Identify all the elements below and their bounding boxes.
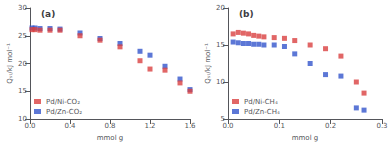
svg-text:(b): (b) (239, 9, 254, 19)
svg-text:20: 20 (216, 4, 225, 12)
svg-text:0.2: 0.2 (325, 122, 336, 130)
svg-text:mmol g: mmol g (292, 134, 319, 142)
svg-text:Pd/Ni-CH₄: Pd/Ni-CH₄ (244, 98, 278, 106)
svg-text:1.6: 1.6 (184, 122, 196, 130)
svg-text:Qₛₜ/kJ mol⁻¹: Qₛₜ/kJ mol⁻¹ (204, 43, 212, 84)
svg-text:0.1: 0.1 (274, 122, 285, 130)
svg-text:15: 15 (216, 41, 225, 49)
svg-text:15: 15 (18, 87, 27, 95)
svg-text:Pd/Zn-CO₂: Pd/Zn-CO₂ (46, 108, 82, 116)
svg-text:25: 25 (18, 32, 27, 40)
svg-text:Pd/Ni-CO₂: Pd/Ni-CO₂ (46, 98, 80, 106)
svg-text:Pd/Zn-CH₄: Pd/Zn-CH₄ (244, 108, 280, 116)
svg-text:Qₛₜ/kJ mol⁻¹: Qₛₜ/kJ mol⁻¹ (6, 43, 14, 84)
svg-text:mmol g: mmol g (97, 134, 124, 142)
svg-text:1.2: 1.2 (144, 122, 155, 130)
svg-text:10: 10 (18, 115, 27, 123)
svg-text:0.4: 0.4 (64, 122, 76, 130)
svg-text:20: 20 (18, 60, 27, 68)
svg-text:0.8: 0.8 (104, 122, 115, 130)
svg-text:5: 5 (220, 115, 225, 123)
svg-text:0.0: 0.0 (222, 122, 233, 130)
svg-text:0.0: 0.0 (24, 122, 35, 130)
svg-text:30: 30 (18, 4, 27, 12)
svg-text:0.3: 0.3 (376, 122, 387, 130)
svg-text:10: 10 (216, 78, 225, 86)
svg-text:(a): (a) (41, 9, 55, 19)
